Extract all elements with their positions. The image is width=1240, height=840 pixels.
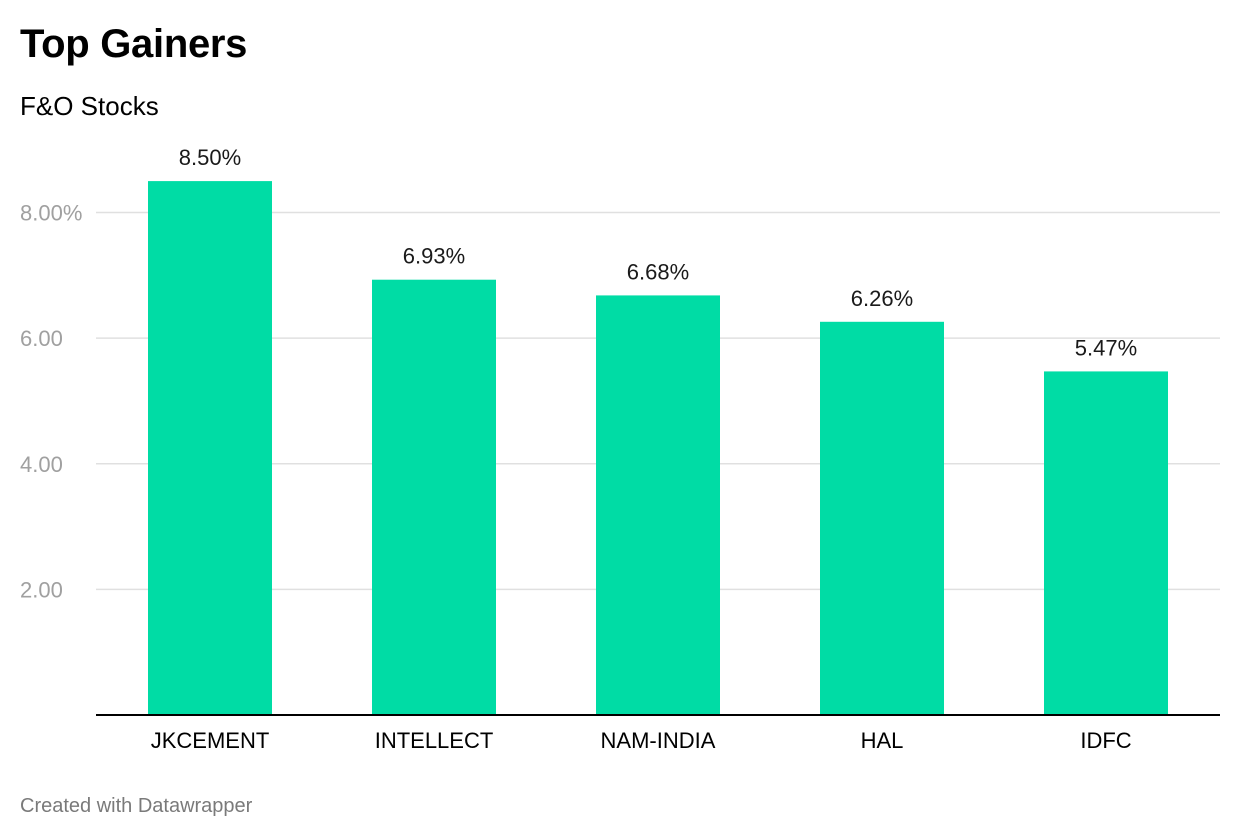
credit-footer: Created with Datawrapper xyxy=(20,795,253,817)
bar-value-label: 6.26% xyxy=(851,286,913,311)
bar-jkcement xyxy=(148,181,272,715)
bar-value-label: 8.50% xyxy=(179,145,241,170)
bar-intellect xyxy=(372,279,496,715)
x-category-label: IDFC xyxy=(1080,728,1131,753)
y-tick-label: 8.00% xyxy=(20,201,82,226)
value-labels: 8.50% 6.93% 6.68% 6.26% 5.47% xyxy=(179,145,1137,360)
y-tick-label: 6.00 xyxy=(20,326,63,351)
y-tick-label: 4.00 xyxy=(20,452,63,477)
y-axis-ticks: 2.00 4.00 6.00 8.00% xyxy=(20,201,82,603)
x-axis-labels: JKCEMENT INTELLECT NAM-INDIA HAL IDFC xyxy=(151,728,1132,753)
x-category-label: NAM-INDIA xyxy=(601,728,716,753)
x-category-label: JKCEMENT xyxy=(151,728,270,753)
bar-hal xyxy=(820,321,944,715)
x-category-label: HAL xyxy=(861,728,904,753)
chart-subtitle: F&O Stocks xyxy=(20,91,159,121)
y-tick-label: 2.00 xyxy=(20,577,63,602)
bar-idfc xyxy=(1044,371,1168,715)
chart-title: Top Gainers xyxy=(20,22,248,66)
bar-value-label: 5.47% xyxy=(1075,335,1137,360)
bars xyxy=(148,181,1168,715)
bar-value-label: 6.68% xyxy=(627,259,689,284)
x-category-label: INTELLECT xyxy=(375,728,494,753)
bar-value-label: 6.93% xyxy=(403,244,465,269)
bar-nam-india xyxy=(596,295,720,715)
